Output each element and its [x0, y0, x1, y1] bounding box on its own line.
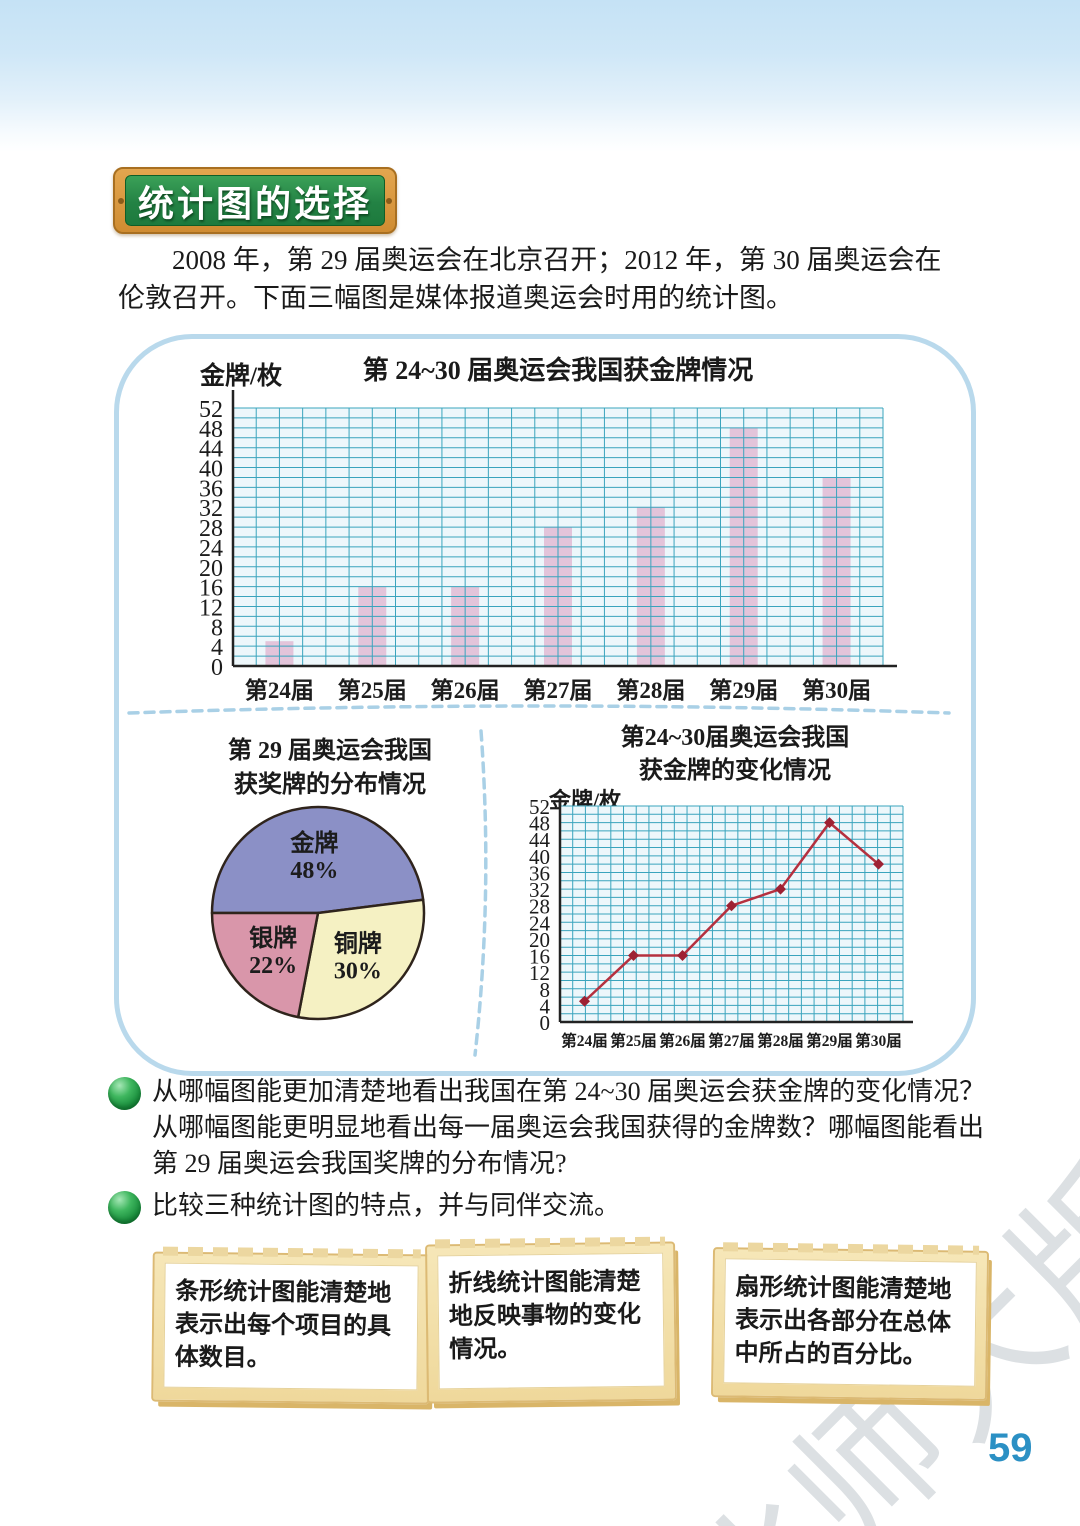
svg-text:44: 44	[529, 828, 551, 852]
svg-text:32: 32	[529, 878, 550, 902]
svg-text:48: 48	[529, 812, 550, 836]
svg-text:第25届: 第25届	[338, 677, 407, 703]
x-tick-labels: 第24届 第25届 第26届 第27届 第28届 第29届 第30届	[245, 677, 871, 703]
axes	[558, 796, 913, 1024]
note-card-bar-chart: 条形统计图能清楚地表示出每个项目的具体数目。	[151, 1251, 431, 1405]
svg-text:第24届: 第24届	[245, 677, 314, 703]
svg-text:8: 8	[540, 978, 551, 1002]
grid-lines	[232, 407, 884, 667]
page-number: 59	[988, 1426, 1033, 1470]
green-bullet-icon	[108, 1191, 141, 1224]
axes	[231, 390, 897, 668]
svg-text:第24届: 第24届	[561, 1031, 608, 1050]
svg-text:52: 52	[529, 795, 550, 819]
pie-slice-银牌	[210, 911, 320, 1019]
svg-text:4: 4	[211, 635, 223, 661]
svg-text:第28届: 第28届	[616, 677, 685, 703]
svg-text:8: 8	[211, 615, 223, 641]
line-chart-title: 第24~30届奥运会我国 获金牌的变化情况	[565, 722, 905, 788]
svg-text:第26届: 第26届	[431, 677, 500, 703]
svg-text:第29届: 第29届	[806, 1031, 853, 1050]
svg-text:第30届: 第30届	[855, 1031, 902, 1050]
svg-text:44: 44	[199, 437, 223, 463]
svg-text:0: 0	[540, 1011, 551, 1035]
svg-text:第29届: 第29届	[709, 677, 778, 703]
svg-text:16: 16	[199, 576, 223, 602]
line-markers	[579, 817, 884, 1007]
vertical-divider-dashed	[473, 729, 488, 1057]
pie-slice-金牌	[210, 805, 425, 915]
note-card-bar-text: 条形统计图能清楚地表示出每个项目的具体数目。	[163, 1262, 419, 1391]
svg-text:24: 24	[529, 911, 551, 935]
lesson-title: 统计图的选择	[125, 175, 385, 226]
svg-text:第28届: 第28届	[757, 1031, 804, 1050]
svg-text:第27届: 第27届	[524, 677, 593, 703]
lesson-title-badge: 统计图的选择	[113, 167, 397, 234]
svg-text:40: 40	[529, 845, 550, 869]
intro-paragraph: 2008 年，第 29 届奥运会在北京召开；2012 年，第 30 届奥运会在伦…	[118, 245, 942, 313]
svg-text:12: 12	[529, 961, 550, 985]
pie-slices	[210, 805, 426, 1021]
note-card-pie-text: 扇形统计图能清楚地表示出各部分在总体中所占的百分比。	[723, 1258, 977, 1388]
svg-text:36: 36	[529, 861, 550, 885]
note-card-line-chart: 折线统计图能清楚地反映事物的变化情况。	[425, 1241, 677, 1404]
question-1: 从哪幅图能更加清楚地看出我国在第 24~30 届奥运会获金牌的变化情况？从哪幅图…	[108, 1074, 986, 1182]
green-bullet-icon	[108, 1077, 141, 1110]
pie-chart-svg: 金牌 48% 铜牌 30% 银牌 22%	[210, 805, 426, 1021]
pie-chart-title-line1: 第 29 届奥运会我国	[228, 738, 432, 764]
question-1-text: 从哪幅图能更加清楚地看出我国在第 24~30 届奥运会获金牌的变化情况？从哪幅图…	[152, 1077, 986, 1178]
svg-text:12: 12	[199, 595, 223, 621]
svg-text:24: 24	[199, 536, 223, 562]
panel-divider-lines	[127, 704, 951, 1057]
note-card-line-text: 折线统计图能清楚地反映事物的变化情况。	[437, 1252, 665, 1390]
pie-labels: 金牌 48% 铜牌 30% 银牌 22%	[249, 829, 382, 985]
note-card-pie-chart: 扇形统计图能清楚地表示出各部分在总体中所占的百分比。	[710, 1247, 990, 1402]
top-gradient-band	[0, 0, 1080, 152]
svg-text:0: 0	[211, 655, 223, 681]
horizontal-divider-dashed	[127, 704, 951, 715]
pie-chart-title-line2: 获奖牌的分布情况	[234, 772, 426, 799]
svg-text:第25届: 第25届	[610, 1031, 657, 1050]
pie-slice-铜牌	[296, 898, 426, 1021]
pie-chart-title: 第 29 届奥运会我国 获奖牌的分布情况	[160, 734, 500, 802]
svg-text:20: 20	[529, 928, 550, 952]
bar-chart-title: 第 24~30 届奥运会我国获金牌情况	[362, 356, 754, 385]
question-2-text: 比较三种统计图的特点，并与同伴交流。	[152, 1191, 621, 1220]
svg-text:第30届: 第30届	[802, 677, 871, 703]
svg-text:32: 32	[199, 496, 223, 522]
svg-text:16: 16	[529, 945, 550, 969]
svg-text:第26届: 第26届	[659, 1031, 706, 1050]
svg-text:28: 28	[199, 516, 223, 542]
question-2: 比较三种统计图的特点，并与同伴交流。	[108, 1188, 986, 1224]
svg-text:第27届: 第27届	[708, 1031, 755, 1050]
bar-chart-y-axis-label: 金牌/枚	[200, 363, 282, 390]
svg-text:52: 52	[199, 397, 223, 423]
svg-text:28: 28	[529, 895, 550, 919]
line-chart-title-line2: 获金牌的变化情况	[639, 758, 831, 785]
svg-text:40: 40	[199, 457, 223, 483]
svg-text:48: 48	[199, 417, 223, 443]
x-tick-labels: 第24届 第25届 第26届 第27届 第28届 第29届 第30届	[561, 1031, 902, 1050]
svg-text:4: 4	[540, 994, 551, 1018]
svg-text:36: 36	[199, 476, 223, 502]
line-chart-title-line1: 第24~30届奥运会我国	[620, 725, 850, 751]
svg-text:20: 20	[199, 556, 223, 582]
